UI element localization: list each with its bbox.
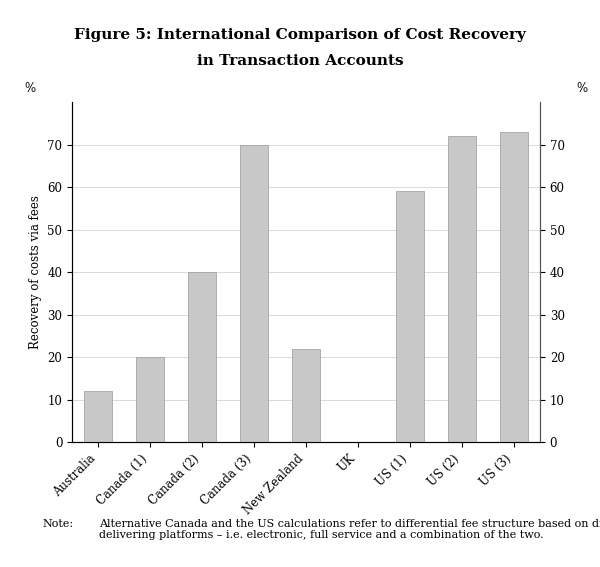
Bar: [84, 391, 112, 442]
Bar: [292, 349, 320, 442]
Text: Note:: Note:: [42, 519, 73, 529]
Bar: [396, 191, 424, 442]
Bar: [240, 145, 268, 442]
Text: Alternative Canada and the US calculations refer to differential fee structure b: Alternative Canada and the US calculatio…: [99, 519, 600, 540]
Text: Figure 5: International Comparison of Cost Recovery: Figure 5: International Comparison of Co…: [74, 28, 526, 43]
Bar: [500, 132, 529, 442]
Bar: [448, 136, 476, 442]
Text: %: %: [577, 82, 587, 95]
Bar: [188, 272, 217, 442]
Y-axis label: Recovery of costs via fees: Recovery of costs via fees: [29, 195, 42, 349]
Bar: [136, 357, 164, 442]
Text: %: %: [25, 82, 35, 95]
Text: in Transaction Accounts: in Transaction Accounts: [197, 54, 403, 68]
